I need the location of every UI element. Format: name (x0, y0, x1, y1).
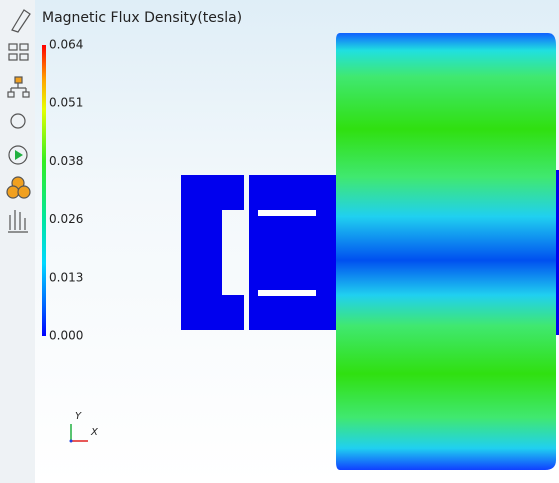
tool-geometry[interactable] (11, 9, 31, 33)
toolbar (0, 0, 35, 483)
axis-x-label: X (90, 427, 99, 438)
field-region (336, 33, 556, 470)
legend-title: Magnetic Flux Density(tesla) (42, 10, 242, 26)
e-core (181, 175, 336, 330)
tool-tree[interactable] (7, 76, 30, 98)
tool-materials[interactable] (6, 176, 31, 199)
legend-label: 0.051 (49, 96, 83, 110)
tool-run[interactable] (8, 145, 28, 165)
axis-triad (69, 424, 88, 443)
tool-layout[interactable] (8, 43, 29, 61)
core-slots (249, 210, 316, 296)
colorbar (42, 45, 46, 336)
legend-label: 0.026 (49, 212, 83, 226)
legend-label: 0.013 (49, 270, 83, 284)
legend-label: 0.000 (49, 329, 83, 343)
legend-label: 0.038 (49, 154, 83, 168)
legend-label: 0.064 (49, 38, 83, 52)
axis-y-label: Y (75, 411, 82, 422)
tool-settings[interactable] (10, 113, 26, 129)
tool-results[interactable] (8, 210, 28, 233)
